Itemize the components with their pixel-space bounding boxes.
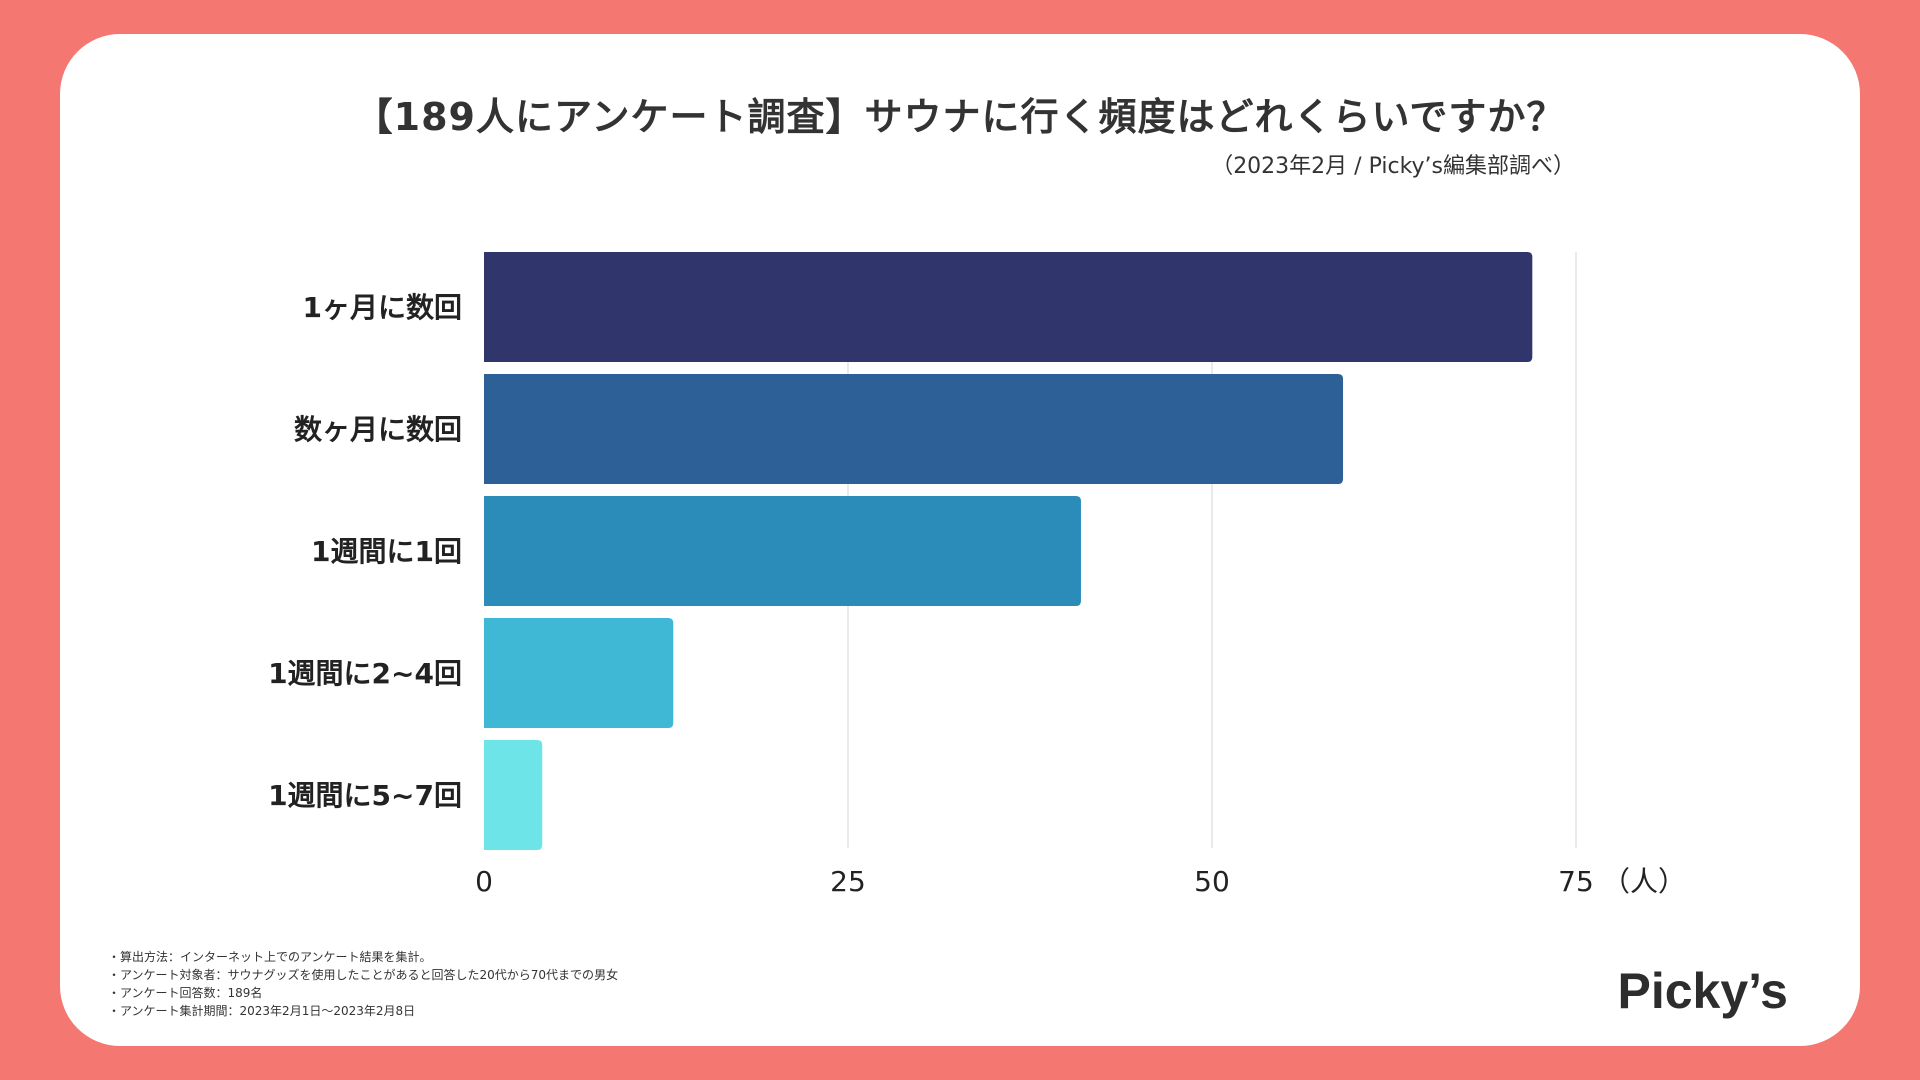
- footnote-period: ・アンケート集計期間：2023年2月1日〜2023年2月8日: [108, 1004, 416, 1018]
- bar-3: [484, 496, 1081, 606]
- chart-card: 【189人にアンケート調査】サウナに行く頻度はどれくらいですか？ （2023年2…: [60, 34, 1860, 1046]
- x-tick-label-25: 25: [830, 865, 866, 898]
- x-tick-label-75: 75: [1558, 865, 1594, 898]
- x-tick-label-50: 50: [1194, 865, 1230, 898]
- bar-1: [484, 252, 1533, 362]
- footnote-count: ・アンケート回答数：189名: [108, 986, 263, 1000]
- category-label-4: 1週間に2~4回: [268, 657, 462, 690]
- x-tick-label-0: 0: [475, 865, 493, 898]
- chart-title: 【189人にアンケート調査】サウナに行く頻度はどれくらいですか？: [354, 95, 1566, 139]
- category-label-1: 1ヶ月に数回: [303, 291, 462, 324]
- bar-4: [484, 618, 674, 728]
- category-label-3: 1週間に1回: [311, 535, 462, 568]
- category-label-5: 1週間に5~7回: [268, 779, 462, 812]
- footnote-target: ・アンケート対象者：サウナグッズを使用したことがあると回答した20代から70代ま…: [108, 968, 619, 982]
- category-label-2: 数ヶ月に数回: [294, 413, 462, 446]
- footnotes: ・算出方法：インターネット上でのアンケート結果を集計。 ・アンケート対象者：サウ…: [108, 948, 618, 1020]
- bar-5: [484, 740, 543, 850]
- x-unit-label: （人）: [1602, 865, 1686, 898]
- chart-subtitle: （2023年2月 / Picky’s編集部調べ）: [1211, 154, 1575, 179]
- footnote-method: ・算出方法：インターネット上でのアンケート結果を集計。: [108, 950, 432, 964]
- bar-2: [484, 374, 1344, 484]
- brand-logo: Picky’s: [1617, 963, 1788, 1019]
